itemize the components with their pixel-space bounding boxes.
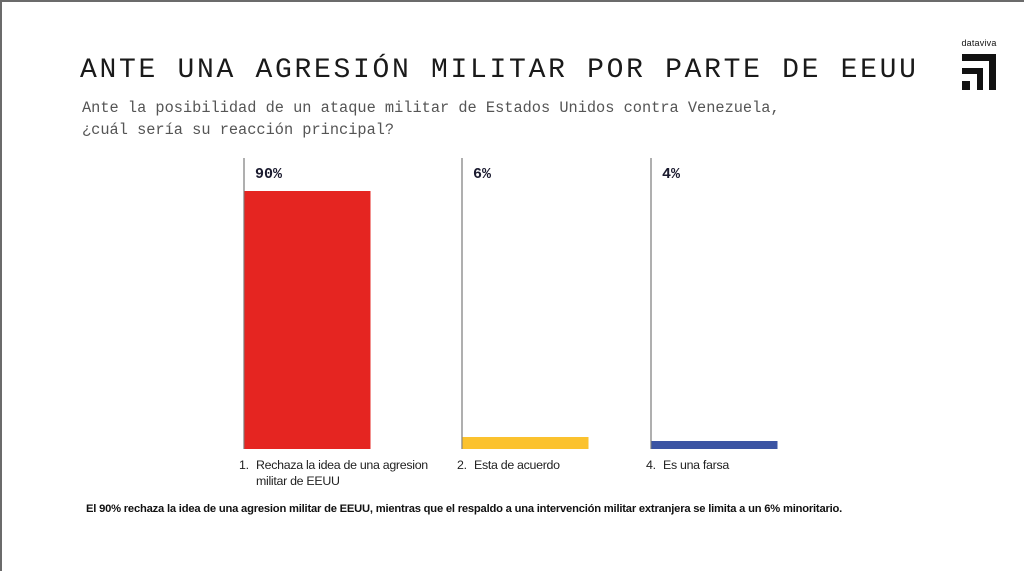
category-number: 1. [239, 458, 249, 472]
bar-value-label: 90% [255, 166, 283, 183]
frame-border-left [0, 0, 2, 571]
category-label: 1. Rechaza la idea de una agresion milita… [239, 457, 446, 489]
category-text: Esta de acuerdo [474, 458, 560, 472]
category-label: 4. Es una farsa [646, 457, 823, 473]
category-text: Es una farsa [663, 458, 729, 472]
bar-value-label: 6% [473, 166, 492, 183]
subtitle-line-1: Ante la posibilidad de un ataque militar… [82, 99, 780, 117]
footnote: El 90% rechaza la idea de una agresion m… [86, 503, 843, 515]
category-text: Rechaza la idea de una agresion militar … [256, 458, 428, 488]
category-number: 2. [457, 458, 467, 472]
dataviva-logo: dataviva [958, 38, 1000, 94]
category-label: 2. Esta de acuerdo [457, 457, 634, 473]
dataviva-logo-icon [962, 54, 996, 90]
bar-1 [244, 191, 371, 449]
category-number: 4. [646, 458, 656, 472]
bar-value-label: 4% [662, 166, 681, 183]
chart-title: ANTE UNA AGRESIÓN MILITAR POR PARTE DE E… [80, 55, 919, 86]
logo-text: dataviva [961, 38, 997, 48]
bar-3 [651, 441, 778, 449]
chart-subtitle: Ante la posibilidad de un ataque militar… [82, 97, 802, 141]
frame-border-top [0, 0, 1024, 2]
subtitle-line-2: ¿cuál sería su reacción principal? [82, 121, 395, 139]
bar-2 [462, 437, 589, 449]
